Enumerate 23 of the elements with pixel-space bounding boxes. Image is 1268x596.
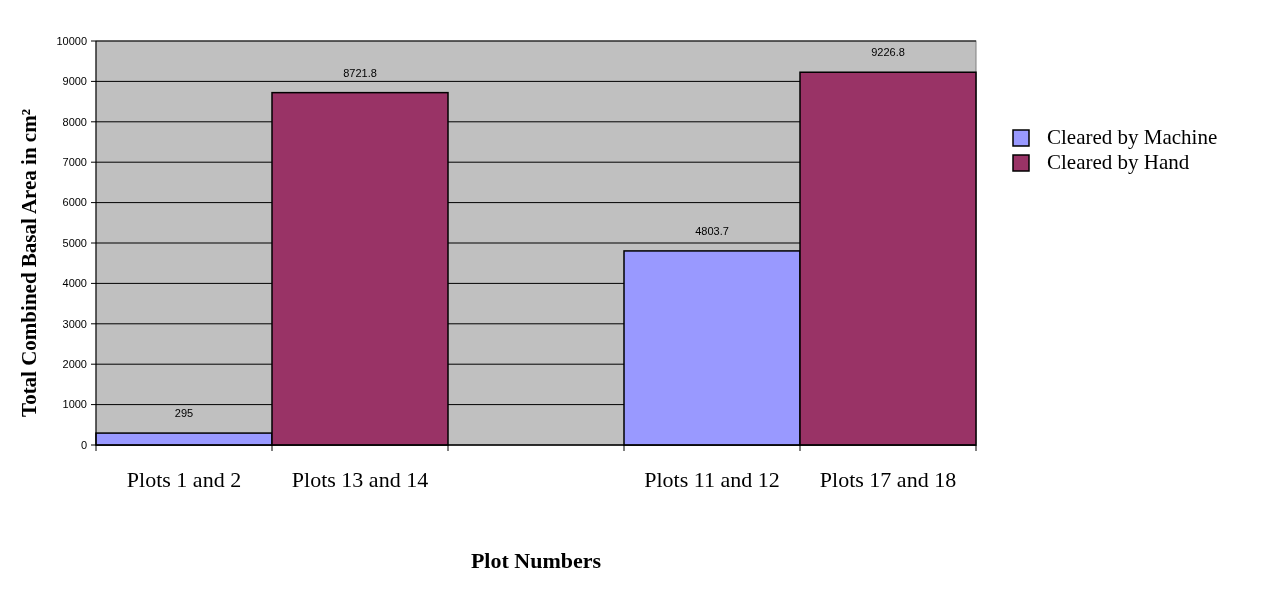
x-axis-title: Plot Numbers <box>470 548 602 573</box>
y-tick-label: 4000 <box>62 277 87 290</box>
y-tick-label: 9000 <box>62 75 87 88</box>
x-tick-label: Plots 13 and 14 <box>291 467 429 492</box>
data-label: 4803.7 <box>695 224 729 237</box>
y-tick-label: 3000 <box>62 317 87 330</box>
y-tick-label: 7000 <box>62 156 87 169</box>
data-label: 9226.8 <box>871 46 905 59</box>
data-label: 8721.8 <box>343 66 377 79</box>
legend-label: Cleared by Hand <box>1047 150 1190 174</box>
legend-label: Cleared by Machine <box>1047 125 1218 149</box>
data-label: 295 <box>174 407 194 420</box>
y-tick-label: 5000 <box>62 236 87 249</box>
y-tick-label: 8000 <box>62 115 87 128</box>
y-axis-title: Total Combined Basal Area in cm² <box>17 109 41 417</box>
x-tick-label: Plots 17 and 18 <box>819 467 957 492</box>
y-tick-label: 10000 <box>56 34 87 47</box>
x-tick-label: Plots 1 and 2 <box>126 467 242 492</box>
x-tick-label: Plots 11 and 12 <box>644 467 780 492</box>
y-tick-label: 1000 <box>62 398 87 411</box>
y-tick-label: 2000 <box>62 358 87 371</box>
y-tick-label: 6000 <box>62 196 87 209</box>
y-tick-label: 0 <box>80 438 87 451</box>
